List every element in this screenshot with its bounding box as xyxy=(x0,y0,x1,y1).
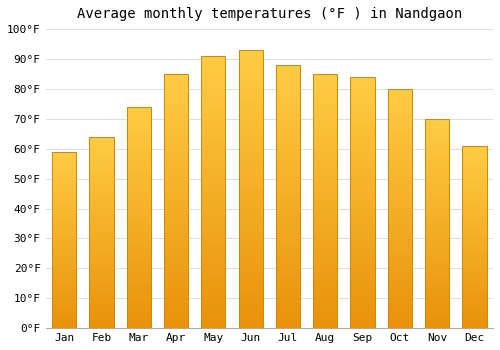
Bar xyxy=(350,77,374,328)
Bar xyxy=(201,56,226,328)
Bar xyxy=(388,89,412,328)
Title: Average monthly temperatures (°F ) in Nandgaon: Average monthly temperatures (°F ) in Na… xyxy=(76,7,462,21)
Bar xyxy=(90,137,114,328)
Bar xyxy=(164,74,188,328)
Bar xyxy=(425,119,449,328)
Bar xyxy=(276,65,300,328)
Bar xyxy=(462,146,486,328)
Bar xyxy=(126,107,151,328)
Bar xyxy=(52,152,76,328)
Bar xyxy=(238,50,263,328)
Bar xyxy=(313,74,338,328)
